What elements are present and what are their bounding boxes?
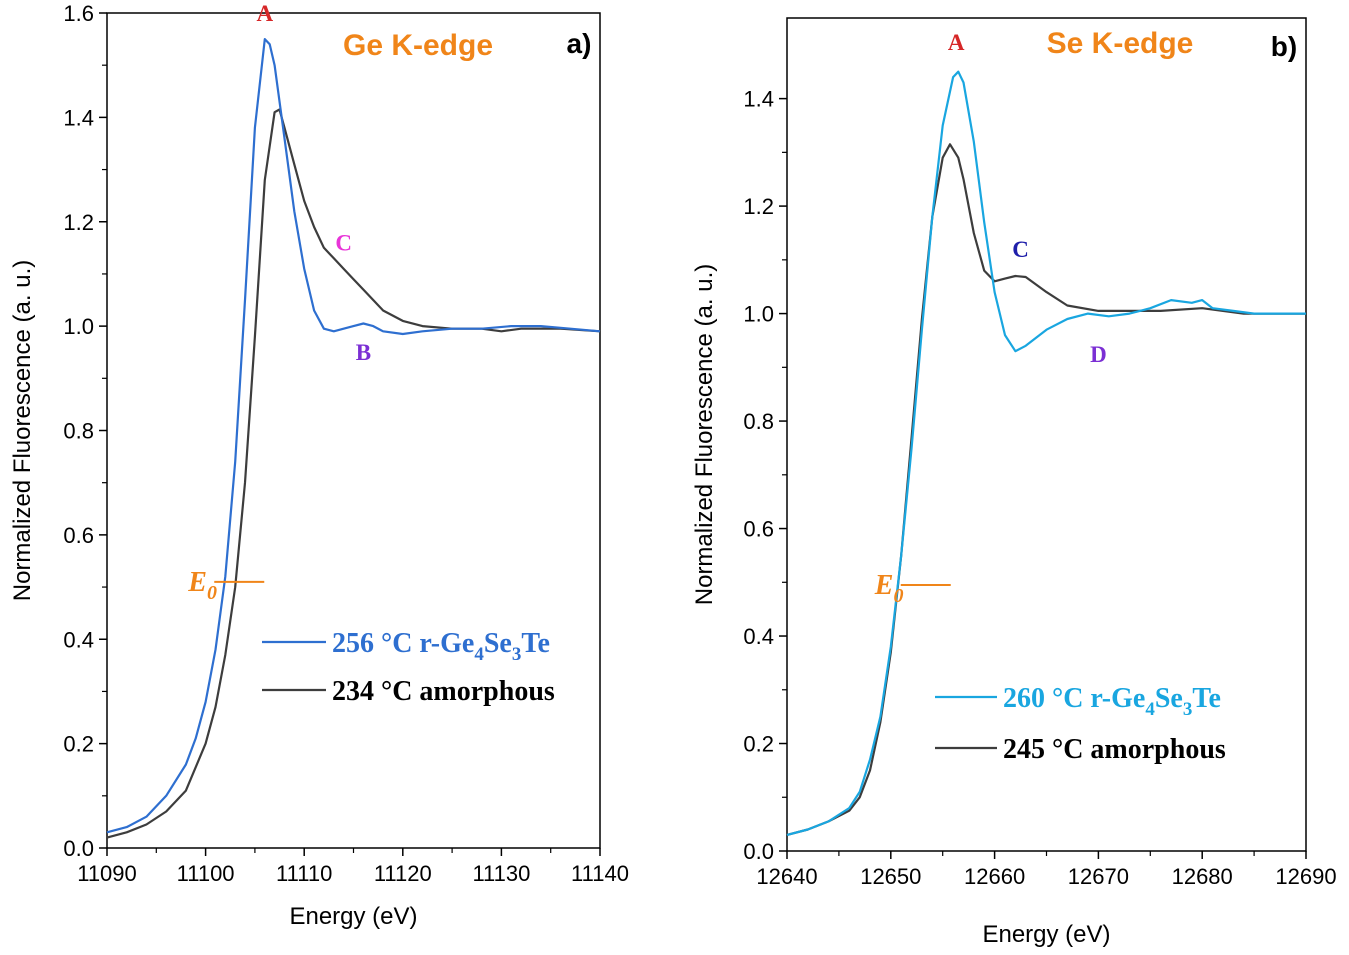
- e0-label: E0: [187, 567, 217, 604]
- y-tick-label: 0.6: [63, 523, 94, 548]
- y-tick-label: 0.6: [743, 517, 774, 542]
- peak-label-c: C: [335, 230, 352, 255]
- legend-text-part: 4: [1145, 699, 1155, 720]
- e0-subscript: 0: [207, 582, 217, 604]
- legend-entry-2: 234 °C amorphous: [332, 676, 555, 707]
- x-tick-label: 11100: [177, 861, 235, 886]
- panel-title: Ge K-edge: [343, 29, 493, 62]
- legend-text-part: 256 °C r-Ge: [332, 628, 474, 659]
- y-tick-label: 0.8: [63, 419, 94, 444]
- x-tick-label: 11120: [374, 861, 432, 886]
- x-tick-label: 12680: [1172, 864, 1233, 889]
- y-tick-label: 1.2: [743, 194, 774, 219]
- e0-subscript: 0: [893, 585, 903, 607]
- x-tick-label: 11130: [472, 861, 530, 886]
- y-tick-label: 0.2: [743, 732, 774, 757]
- peak-label-a: A: [948, 30, 965, 55]
- y-tick-label: 1.2: [63, 210, 94, 235]
- y-tick-label: 0.8: [743, 409, 774, 434]
- legend-text-part: 260 °C r-Ge: [1003, 683, 1145, 714]
- chart-panel-2: 12640 12650 12660 12670 12680 12690 0.0 0.2 0.4 0…: [691, 17, 1337, 948]
- y-tick-label: 1.0: [63, 314, 94, 339]
- series-line-1: [106, 38, 601, 834]
- x-tick-label: 11110: [276, 861, 332, 886]
- legend-text-part: Se: [484, 628, 512, 659]
- panel-letter: b): [1271, 31, 1297, 62]
- y-tick-label: 0.4: [743, 624, 774, 649]
- legend-text-part: Se: [1155, 683, 1183, 714]
- y-tick-label: 1.6: [63, 1, 94, 26]
- legend-entry-2: 245 °C amorphous: [1003, 734, 1226, 765]
- peak-label-c: C: [1012, 237, 1029, 262]
- series-line-2: [786, 143, 1306, 836]
- x-axis-label: Energy (eV): [289, 903, 417, 930]
- y-axis-label: Normalized Fluorescence (a. u.): [9, 260, 36, 601]
- legend-entry-1: 260 °C r-Ge4Se3Te: [1003, 683, 1221, 720]
- plot-frame: [106, 12, 601, 849]
- legend-text-part: Te: [1192, 683, 1221, 714]
- legend-text-part: 4: [474, 644, 484, 665]
- x-tick-label: 12640: [756, 864, 817, 889]
- y-tick-label: 0.4: [63, 627, 94, 652]
- y-tick-label: 1.4: [743, 87, 774, 112]
- plot-frame: [786, 17, 1307, 852]
- x-tick-label: 11140: [571, 861, 629, 886]
- panel-title: Se K-edge: [1047, 27, 1194, 60]
- legend-text-part: 3: [512, 644, 522, 665]
- x-tick-label: 11090: [77, 861, 137, 886]
- x-tick-label: 12660: [964, 864, 1025, 889]
- y-axis-label: Normalized Fluorescence (a. u.): [691, 264, 718, 605]
- x-axis-label: Energy (eV): [982, 921, 1110, 948]
- x-tick-label: 12690: [1275, 864, 1336, 889]
- y-tick-label: 0.0: [743, 839, 774, 864]
- y-tick-label: 1.4: [63, 105, 94, 130]
- legend-text-part: Te: [521, 628, 550, 659]
- series-line-1: [786, 70, 1306, 836]
- y-tick-label: 0.0: [63, 836, 94, 861]
- y-tick-label: 1.0: [743, 302, 774, 327]
- peak-label-b: B: [356, 340, 371, 365]
- x-tick-label: 12670: [1068, 864, 1129, 889]
- panel-letter: a): [567, 28, 592, 59]
- chart-panel-1: 11090 11100 11110 11120 11130 11140 0.0 0.2 0.4 0…: [9, 1, 629, 930]
- x-tick-label: 12650: [860, 864, 921, 889]
- legend-text-part: 3: [1183, 699, 1193, 720]
- series-line-2: [106, 108, 601, 839]
- peak-label-d: D: [1090, 342, 1107, 367]
- peak-label-a: A: [256, 1, 273, 26]
- y-tick-label: 0.2: [63, 732, 94, 757]
- legend-entry-1: 256 °C r-Ge4Se3Te: [332, 628, 550, 665]
